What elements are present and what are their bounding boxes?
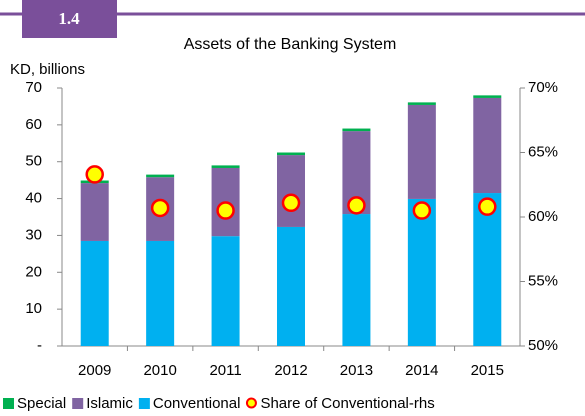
bar-segment: [473, 95, 502, 98]
y-tick-label: -: [37, 337, 42, 354]
y2-tick-label: 60%: [528, 208, 558, 225]
share-marker: [478, 197, 497, 216]
y-tick-label: 20: [25, 263, 42, 280]
share-marker: [85, 165, 104, 184]
y-axis-label: KD, billions: [10, 61, 85, 78]
share-marker: [216, 201, 235, 220]
bar-segment: [407, 102, 436, 105]
legend-swatch: [138, 398, 150, 409]
y2-tick-label: 70%: [528, 79, 558, 96]
y2-tick-label: 50%: [528, 337, 558, 354]
badge-box: [22, 0, 117, 38]
legend-swatch: [245, 397, 257, 409]
bar-segment: [80, 183, 109, 241]
x-tick-label: 2014: [405, 362, 438, 379]
bar-segment: [473, 97, 502, 194]
share-marker: [150, 198, 170, 218]
bar-segment: [80, 240, 109, 346]
y-tick-label: 10: [25, 300, 42, 317]
bar-segment: [211, 165, 240, 168]
x-tick-label: 2011: [209, 362, 241, 379]
y2-tick-label: 55%: [528, 272, 558, 289]
bar-segment: [277, 155, 305, 227]
x-tick-label: 2010: [143, 362, 176, 379]
legend-swatch: [3, 398, 14, 409]
y-tick-label: 70: [25, 79, 42, 96]
share-marker: [281, 193, 301, 213]
y-tick-label: 30: [25, 226, 42, 243]
chart-title: Assets of the Banking System: [184, 36, 397, 53]
share-marker: [412, 201, 432, 220]
bar-segment: [407, 198, 436, 346]
legend-label: Islamic: [86, 395, 133, 412]
bar-segment: [342, 128, 371, 132]
legend-label: Conventional: [153, 395, 241, 412]
bar-segment: [407, 104, 436, 199]
y-tick-label: 50: [25, 153, 42, 170]
x-tick-label: 2009: [78, 362, 111, 379]
y2-tick-label: 65%: [528, 143, 558, 160]
bar-segment: [277, 152, 305, 156]
x-tick-label: 2013: [340, 362, 373, 379]
bar-segment: [342, 214, 371, 346]
legend-label: Special: [17, 395, 66, 412]
bar-segment: [473, 193, 502, 346]
bar-segment: [277, 226, 305, 346]
share-marker: [347, 196, 366, 215]
y-tick-label: 40: [25, 190, 42, 207]
bar-segment: [146, 240, 175, 346]
bar-segment: [146, 174, 175, 178]
y-tick-label: 60: [25, 116, 42, 133]
x-tick-label: 2012: [274, 362, 307, 379]
bar-segment: [211, 236, 240, 346]
x-tick-label: 2015: [471, 362, 504, 379]
legend-label: Share of Conventional-rhs: [260, 395, 434, 412]
legend-swatch: [72, 398, 84, 409]
badge: 1.4: [58, 9, 80, 28]
